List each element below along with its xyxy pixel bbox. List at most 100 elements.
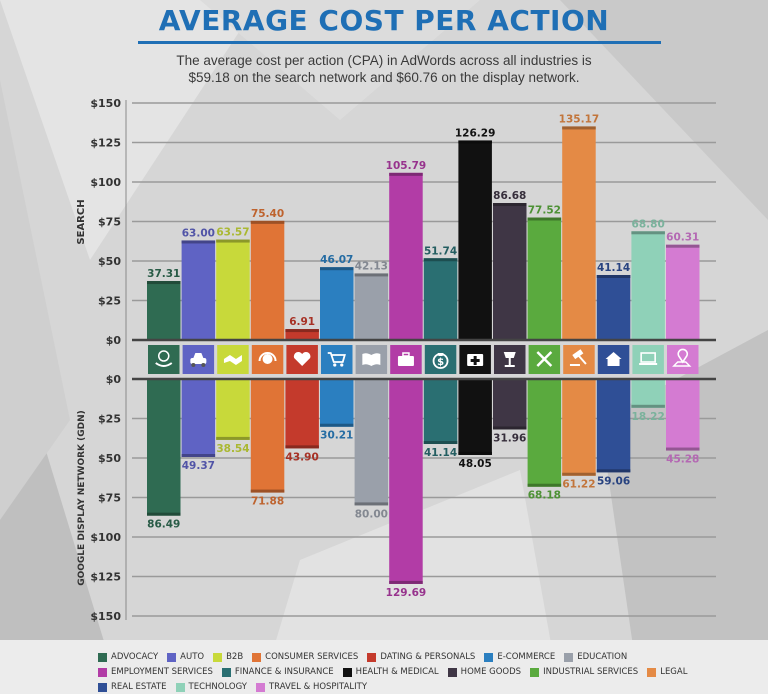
search-bar xyxy=(527,217,562,340)
display-bar xyxy=(354,379,389,506)
display-value-label: 49.37 xyxy=(182,460,215,472)
legend-label: AUTO xyxy=(180,652,205,662)
legend-item: TRAVEL & HOSPITALITY xyxy=(255,682,367,692)
display-bar xyxy=(250,379,285,493)
search-bar xyxy=(216,239,250,340)
search-bar xyxy=(250,220,285,340)
search-bar-cap xyxy=(285,329,319,333)
search-value-label: 46.07 xyxy=(320,254,353,266)
search-bar xyxy=(354,273,389,340)
display-bar-cap xyxy=(631,404,665,408)
category-icon-tile xyxy=(563,345,595,374)
display-value-label: 80.00 xyxy=(355,508,388,520)
search-axis-title: SEARCH xyxy=(76,199,87,244)
search-bar-cap xyxy=(320,267,354,271)
search-value-label: 105.79 xyxy=(386,160,427,172)
search-bar-cap xyxy=(527,217,562,221)
search-value-label: 51.74 xyxy=(424,245,457,257)
display-value-label: 31.96 xyxy=(493,432,526,444)
display-bar xyxy=(666,379,700,451)
search-value-label: 63.57 xyxy=(216,227,249,239)
display-bar xyxy=(147,379,181,516)
display-bar xyxy=(596,379,631,473)
search-tick-label: $125 xyxy=(90,137,121,150)
display-value-label: 71.88 xyxy=(251,496,284,508)
display-bar-cap xyxy=(320,423,354,427)
legend-swatch xyxy=(98,667,107,677)
legend-swatch xyxy=(647,667,657,677)
title-underline xyxy=(138,41,661,44)
laptop-icon xyxy=(639,352,658,365)
display-tick-label: $100 xyxy=(90,531,121,544)
search-bar-cap xyxy=(216,239,250,243)
search-value-label: 37.31 xyxy=(147,268,180,280)
search-bar-cap xyxy=(147,281,181,285)
display-value-label: 61.22 xyxy=(562,479,595,491)
heart-icon xyxy=(293,351,311,366)
display-axis-title: GOOGLE DISPLAY NETWORK (GDN) xyxy=(77,410,87,586)
legend-item: B2B xyxy=(213,652,243,662)
legend-swatch xyxy=(484,652,494,662)
display-tick-label: $25 xyxy=(98,413,121,426)
legend-item: DATING & PERSONALS xyxy=(367,652,475,662)
legend-label: INDUSTRIAL SERVICES xyxy=(543,667,639,677)
display-tick-label: $125 xyxy=(90,571,121,584)
legend-label: LEGAL xyxy=(660,667,688,677)
search-value-label: 77.52 xyxy=(528,205,561,217)
search-bar-cap xyxy=(250,220,285,224)
search-bar-cap xyxy=(423,258,458,262)
legend-item: EMPLOYMENT SERVICES xyxy=(98,667,213,677)
display-bar xyxy=(389,379,423,584)
search-bar xyxy=(562,126,596,340)
house-icon xyxy=(605,352,622,366)
search-bar xyxy=(596,274,631,340)
display-value-label: 30.21 xyxy=(320,430,353,442)
cart-icon xyxy=(327,352,346,367)
search-bar xyxy=(458,140,492,340)
legend-label: CONSUMER SERVICES xyxy=(265,652,359,662)
search-value-label: 126.29 xyxy=(455,127,496,139)
search-bar-cap xyxy=(631,231,665,235)
legend-swatch xyxy=(367,652,377,662)
display-value-label: 59.06 xyxy=(597,475,630,487)
legend-swatch xyxy=(175,682,185,692)
search-bar-cap xyxy=(666,244,700,248)
display-bar-cap xyxy=(389,580,423,584)
search-value-label: 63.00 xyxy=(182,227,215,239)
legend-label: FINANCE & INSURANCE xyxy=(234,667,334,677)
legend-label: REAL ESTATE xyxy=(111,682,167,692)
legend-item: HEALTH & MEDICAL xyxy=(342,667,439,677)
search-bar-cap xyxy=(354,273,389,277)
legend-swatch xyxy=(252,652,262,662)
legend-item: E-COMMERCE xyxy=(484,652,555,662)
headset-icon xyxy=(258,352,277,364)
category-icon-tile xyxy=(321,345,353,374)
display-tick-label: $50 xyxy=(98,452,121,465)
display-bar-cap xyxy=(250,489,285,493)
search-bar xyxy=(285,329,319,340)
display-bar xyxy=(216,379,250,440)
page-title: AVERAGE COST PER ACTION xyxy=(158,4,610,37)
display-value-label: 86.49 xyxy=(147,519,180,531)
legend-item: HOME GOODS xyxy=(447,667,522,677)
display-value-label: 45.28 xyxy=(666,454,699,466)
search-value-label: 75.40 xyxy=(251,208,284,220)
display-bar-cap xyxy=(354,502,389,506)
category-icon-tile xyxy=(632,345,664,374)
display-value-label: 43.90 xyxy=(286,451,319,463)
display-bar xyxy=(285,379,319,449)
display-bar xyxy=(493,379,527,430)
display-bar-cap xyxy=(458,451,492,455)
display-bar-cap xyxy=(562,472,596,476)
legend-swatch xyxy=(167,652,177,662)
page-subtitle: The average cost per action (CPA) in AdW… xyxy=(176,53,592,85)
legend-label: HOME GOODS xyxy=(460,667,522,677)
display-bar xyxy=(423,379,458,445)
search-value-label: 42.13 xyxy=(355,260,388,272)
search-bar xyxy=(423,258,458,340)
legend-item: ADVOCACY xyxy=(98,652,158,662)
search-bar xyxy=(320,267,354,340)
search-value-label: 41.14 xyxy=(597,262,630,274)
